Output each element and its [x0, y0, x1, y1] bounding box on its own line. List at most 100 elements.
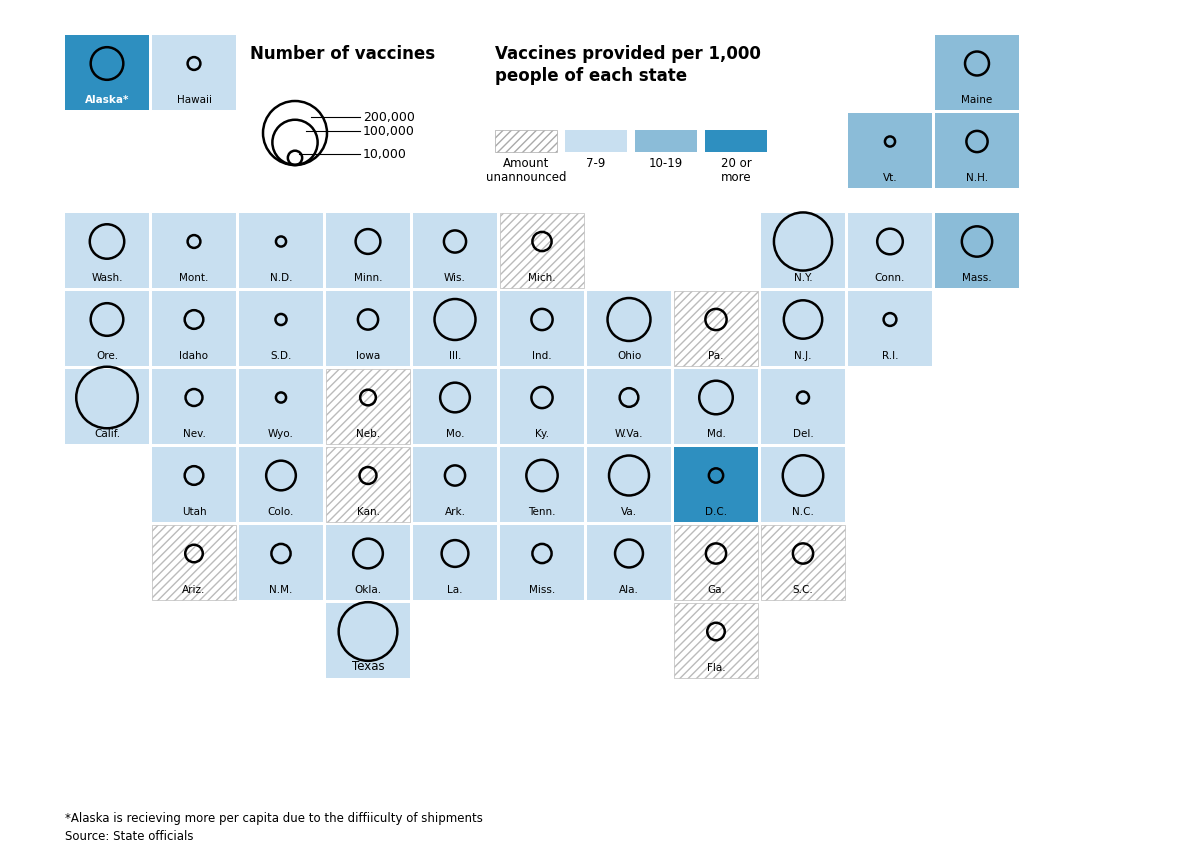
Text: *Alaska is recieving more per capita due to the diffiiculty of shipments: *Alaska is recieving more per capita due… — [65, 812, 482, 825]
Text: Ohio: Ohio — [617, 351, 641, 361]
Text: Ariz.: Ariz. — [182, 585, 205, 595]
Text: Ore.: Ore. — [96, 351, 118, 361]
Bar — [65, 369, 149, 444]
Bar — [935, 35, 1019, 110]
Bar — [935, 213, 1019, 288]
Bar — [674, 447, 758, 522]
Text: Ill.: Ill. — [449, 351, 461, 361]
Bar — [935, 113, 1019, 188]
Text: Vt.: Vt. — [883, 173, 898, 183]
Text: Ala.: Ala. — [619, 585, 638, 595]
Bar — [413, 291, 497, 366]
Bar — [152, 447, 236, 522]
Bar — [761, 525, 845, 600]
Text: Vaccines provided per 1,000
people of each state: Vaccines provided per 1,000 people of ea… — [496, 45, 761, 85]
Text: Utah: Utah — [181, 507, 206, 517]
Bar — [500, 213, 584, 288]
Bar — [674, 369, 758, 444]
Bar — [848, 291, 932, 366]
Bar — [674, 525, 758, 600]
Bar — [500, 213, 584, 288]
Bar — [326, 291, 410, 366]
Bar — [848, 213, 932, 288]
Text: Nev.: Nev. — [182, 429, 205, 439]
Bar — [565, 130, 628, 152]
Bar — [674, 525, 758, 600]
Text: R.I.: R.I. — [882, 351, 899, 361]
Text: N.C.: N.C. — [792, 507, 814, 517]
Text: N.M.: N.M. — [269, 585, 293, 595]
Bar — [152, 369, 236, 444]
Bar — [587, 447, 671, 522]
Text: Md.: Md. — [707, 429, 726, 439]
Text: Ga.: Ga. — [707, 585, 725, 595]
Text: Minn.: Minn. — [354, 273, 383, 283]
Text: 10,000: 10,000 — [364, 147, 407, 161]
Bar — [761, 291, 845, 366]
Text: Okla.: Okla. — [354, 585, 382, 595]
Bar — [65, 213, 149, 288]
Bar — [152, 35, 236, 110]
Bar — [239, 291, 323, 366]
Bar — [500, 369, 584, 444]
Text: La.: La. — [448, 585, 463, 595]
Text: Calif.: Calif. — [94, 429, 120, 439]
Text: Texas: Texas — [352, 660, 384, 673]
Bar — [674, 291, 758, 366]
Text: 100,000: 100,000 — [364, 124, 415, 138]
Text: S.D.: S.D. — [270, 351, 292, 361]
Text: Neb.: Neb. — [356, 429, 380, 439]
Text: Mont.: Mont. — [179, 273, 209, 283]
Bar — [326, 525, 410, 600]
Text: Tenn.: Tenn. — [528, 507, 556, 517]
Bar — [239, 447, 323, 522]
Text: Ind.: Ind. — [532, 351, 552, 361]
Text: Pa.: Pa. — [708, 351, 724, 361]
Text: Number of vaccines: Number of vaccines — [250, 45, 436, 63]
Text: Mich.: Mich. — [528, 273, 556, 283]
Text: Iowa: Iowa — [356, 351, 380, 361]
Bar — [152, 213, 236, 288]
Bar — [65, 291, 149, 366]
Text: Alaska*: Alaska* — [85, 95, 130, 105]
Bar — [65, 35, 149, 110]
Text: Maine: Maine — [961, 95, 992, 105]
Bar — [500, 447, 584, 522]
Text: Miss.: Miss. — [529, 585, 556, 595]
Text: Source: State officials: Source: State officials — [65, 830, 193, 843]
Bar — [587, 525, 671, 600]
Text: Ky.: Ky. — [535, 429, 550, 439]
Bar — [500, 525, 584, 600]
Bar — [674, 603, 758, 678]
Text: 7-9: 7-9 — [587, 157, 606, 170]
Text: Wyo.: Wyo. — [268, 429, 294, 439]
Bar — [761, 369, 845, 444]
Bar — [848, 113, 932, 188]
Bar — [326, 447, 410, 522]
Bar — [326, 447, 410, 522]
Text: Wis.: Wis. — [444, 273, 466, 283]
Bar — [413, 369, 497, 444]
Text: Va.: Va. — [620, 507, 637, 517]
Bar — [761, 447, 845, 522]
Bar — [152, 525, 236, 600]
Text: 200,000: 200,000 — [364, 111, 415, 123]
Bar — [761, 525, 845, 600]
Text: Conn.: Conn. — [875, 273, 905, 283]
Bar — [635, 130, 697, 152]
Text: Colo.: Colo. — [268, 507, 294, 517]
Bar — [674, 603, 758, 678]
Bar — [326, 369, 410, 444]
Bar — [500, 291, 584, 366]
Bar — [239, 213, 323, 288]
Text: D.C.: D.C. — [704, 507, 727, 517]
Text: 20 or
more: 20 or more — [721, 157, 751, 184]
Bar — [496, 130, 557, 152]
Text: Idaho: Idaho — [180, 351, 209, 361]
Bar — [326, 603, 410, 678]
Text: Ark.: Ark. — [444, 507, 466, 517]
Text: N.D.: N.D. — [270, 273, 293, 283]
Bar — [587, 291, 671, 366]
Bar — [706, 130, 767, 152]
Bar — [413, 525, 497, 600]
